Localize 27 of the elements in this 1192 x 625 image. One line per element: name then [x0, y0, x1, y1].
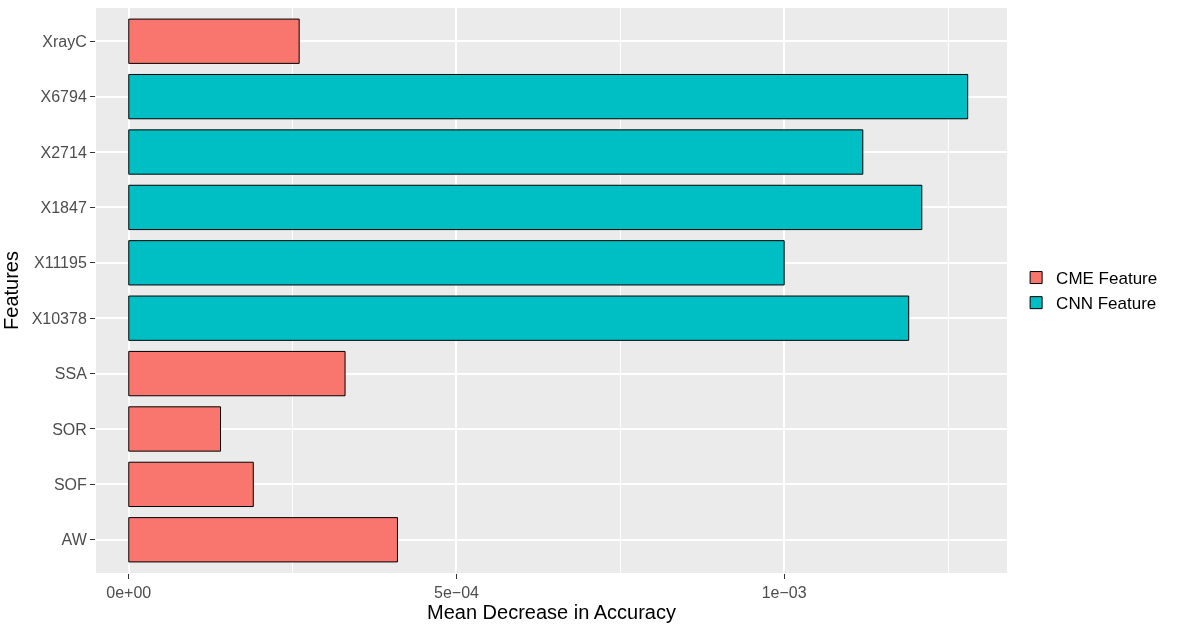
x-tick-label: 1e−03 [761, 584, 807, 602]
bar [128, 240, 785, 286]
bar [128, 295, 910, 341]
y-tick-label: X6794 [40, 88, 87, 106]
y-tick-label: AW [61, 531, 88, 549]
y-tick-label: X10378 [31, 309, 87, 327]
legend-label: CME Feature [1056, 269, 1158, 289]
x-tick-label: 5e−04 [434, 584, 480, 602]
bar [128, 129, 864, 175]
legend-label: CNN Feature [1056, 294, 1157, 314]
bar [128, 184, 923, 231]
x-axis-title: Mean Decrease in Accuracy [426, 601, 677, 624]
bar [128, 406, 222, 452]
y-tick-label: XrayC [42, 32, 87, 50]
bar [128, 350, 346, 397]
y-axis-title: Features [0, 251, 22, 330]
bar [128, 517, 398, 563]
y-tick-label: SOR [52, 420, 87, 438]
y-tick-label: SSA [54, 365, 88, 383]
x-tick-label: 0e+00 [106, 584, 152, 602]
bar [128, 18, 300, 64]
bar [128, 73, 969, 120]
y-tick-label: SOF [53, 475, 88, 493]
y-tick-label: X11195 [34, 254, 87, 272]
bar [128, 461, 254, 508]
y-tick-label: X1847 [40, 199, 87, 217]
y-tick-label: X2714 [40, 143, 87, 161]
